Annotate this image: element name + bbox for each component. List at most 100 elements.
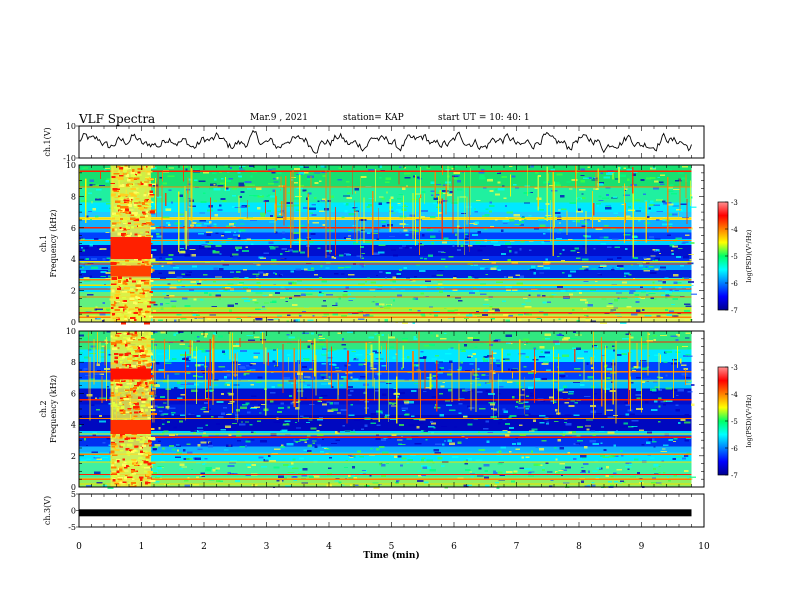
- spectrum-speckle: [307, 175, 314, 178]
- burst-speckle: [146, 215, 152, 217]
- spectrum-speckle: [276, 315, 282, 318]
- burst-speckle: [148, 451, 152, 455]
- spectrum-speckle: [295, 422, 298, 424]
- spectrum-speckle: [598, 200, 604, 202]
- spectrum-speckle: [673, 295, 681, 297]
- spectrum-speckle: [457, 312, 460, 315]
- spectrum-band: [79, 270, 692, 279]
- burst-speckle: [122, 300, 127, 303]
- spectrum-speckle: [106, 309, 110, 311]
- spectrum-speckle: [373, 252, 380, 255]
- spectrum-speckle: [473, 339, 480, 341]
- spectrum-speckle: [653, 187, 660, 190]
- spectrum-speckle: [179, 353, 187, 357]
- spectrum-speckle: [208, 442, 212, 444]
- spectrum-speckle: [654, 286, 662, 289]
- spectrum-speckle: [214, 214, 219, 217]
- spectrum-speckle: [262, 294, 268, 297]
- spectrum-speckle: [558, 318, 561, 320]
- burst-speckle: [146, 385, 149, 387]
- spectrum-speckle: [220, 197, 226, 200]
- spectrum-speckle: [199, 212, 206, 214]
- burst-speckle: [110, 295, 113, 299]
- spectrum-speckle: [323, 299, 326, 302]
- spectrum-speckle: [687, 355, 693, 357]
- spectrum-speckle: [157, 475, 163, 477]
- spectrum-speckle: [104, 368, 110, 371]
- sferic: [239, 337, 241, 348]
- spectrum-speckle: [658, 420, 661, 423]
- spectrum-speckle: [468, 245, 473, 247]
- spectrum-speckle: [654, 180, 659, 183]
- spectrum-speckle: [488, 401, 496, 404]
- spectrum-speckle: [558, 228, 563, 231]
- spectrum-speckle: [566, 181, 572, 183]
- spectrum-speckle: [80, 266, 85, 269]
- burst-speckle: [113, 343, 117, 347]
- burst-speckle: [137, 381, 142, 385]
- spectrum-speckle: [547, 228, 551, 231]
- burst-speckle: [141, 353, 147, 355]
- spectrum-speckle: [338, 167, 343, 170]
- sferic: [331, 346, 333, 388]
- spectrum-speckle: [675, 333, 681, 337]
- spectrum-speckle: [217, 415, 224, 419]
- spectrum-speckle: [685, 305, 692, 307]
- spectrum-speckle: [544, 333, 552, 336]
- spectrum-speckle: [217, 184, 224, 187]
- burst-speckle: [112, 461, 115, 464]
- spectrum-speckle: [628, 426, 634, 428]
- spectrum-speckle: [649, 265, 654, 268]
- burst-speckle: [134, 233, 138, 236]
- spectrum-speckle: [667, 187, 673, 189]
- spectrum-speckle: [238, 364, 241, 366]
- spectrum-speckle: [448, 256, 454, 258]
- spectrum-speckle: [464, 233, 468, 235]
- spectrum-speckle: [495, 412, 499, 415]
- spectrum-speckle: [348, 213, 355, 216]
- spectrum-speckle: [343, 203, 346, 205]
- spectrum-speckle: [631, 313, 638, 316]
- burst-speckle: [130, 178, 135, 182]
- burst-speckle: [117, 287, 122, 291]
- spectrum-speckle: [426, 228, 434, 231]
- spectrum-speckle: [665, 374, 668, 377]
- spectrum-speckle: [448, 389, 453, 392]
- spectrum-speckle: [302, 332, 309, 334]
- spectrum-speckle: [519, 219, 522, 222]
- spectrum-speckle: [302, 365, 307, 368]
- spectrum-speckle: [318, 294, 324, 297]
- burst-speckle: [135, 288, 138, 292]
- spectrum-speckle: [213, 384, 218, 386]
- spectrum-speckle: [576, 290, 582, 292]
- spectrum-speckle: [292, 467, 299, 469]
- burst-speckle: [117, 477, 123, 479]
- spectrum-speckle: [441, 258, 446, 260]
- spectrum-speckle: [231, 238, 239, 240]
- narrowband-line: [79, 370, 692, 373]
- spectrum-speckle: [232, 344, 240, 347]
- spectrum-speckle: [99, 247, 107, 251]
- narrowband-line: [79, 380, 692, 382]
- sferic: [632, 167, 634, 194]
- spectrum-speckle: [318, 334, 322, 336]
- spectrum-speckle: [214, 225, 217, 228]
- spectrum-speckle: [85, 247, 89, 250]
- spectrum-speckle: [659, 183, 665, 185]
- spectrum-speckle: [390, 454, 394, 456]
- spectrum-speckle: [575, 210, 583, 213]
- burst-speckle: [114, 334, 120, 338]
- burst-speckle: [141, 260, 145, 264]
- burst-speckle: [148, 338, 155, 340]
- sferic: [402, 195, 404, 229]
- burst-speckle: [143, 337, 147, 340]
- spectrum-speckle: [218, 171, 223, 173]
- burst-speckle: [150, 412, 157, 415]
- burst-speckle: [145, 199, 149, 202]
- burst-speckle: [119, 227, 122, 229]
- spectrum-speckle: [239, 165, 246, 167]
- burst-speckle: [130, 193, 136, 197]
- sferic: [590, 356, 593, 365]
- spectrogram-ylabel: Frequency (kHz): [49, 375, 58, 443]
- spectrum-speckle: [355, 483, 359, 486]
